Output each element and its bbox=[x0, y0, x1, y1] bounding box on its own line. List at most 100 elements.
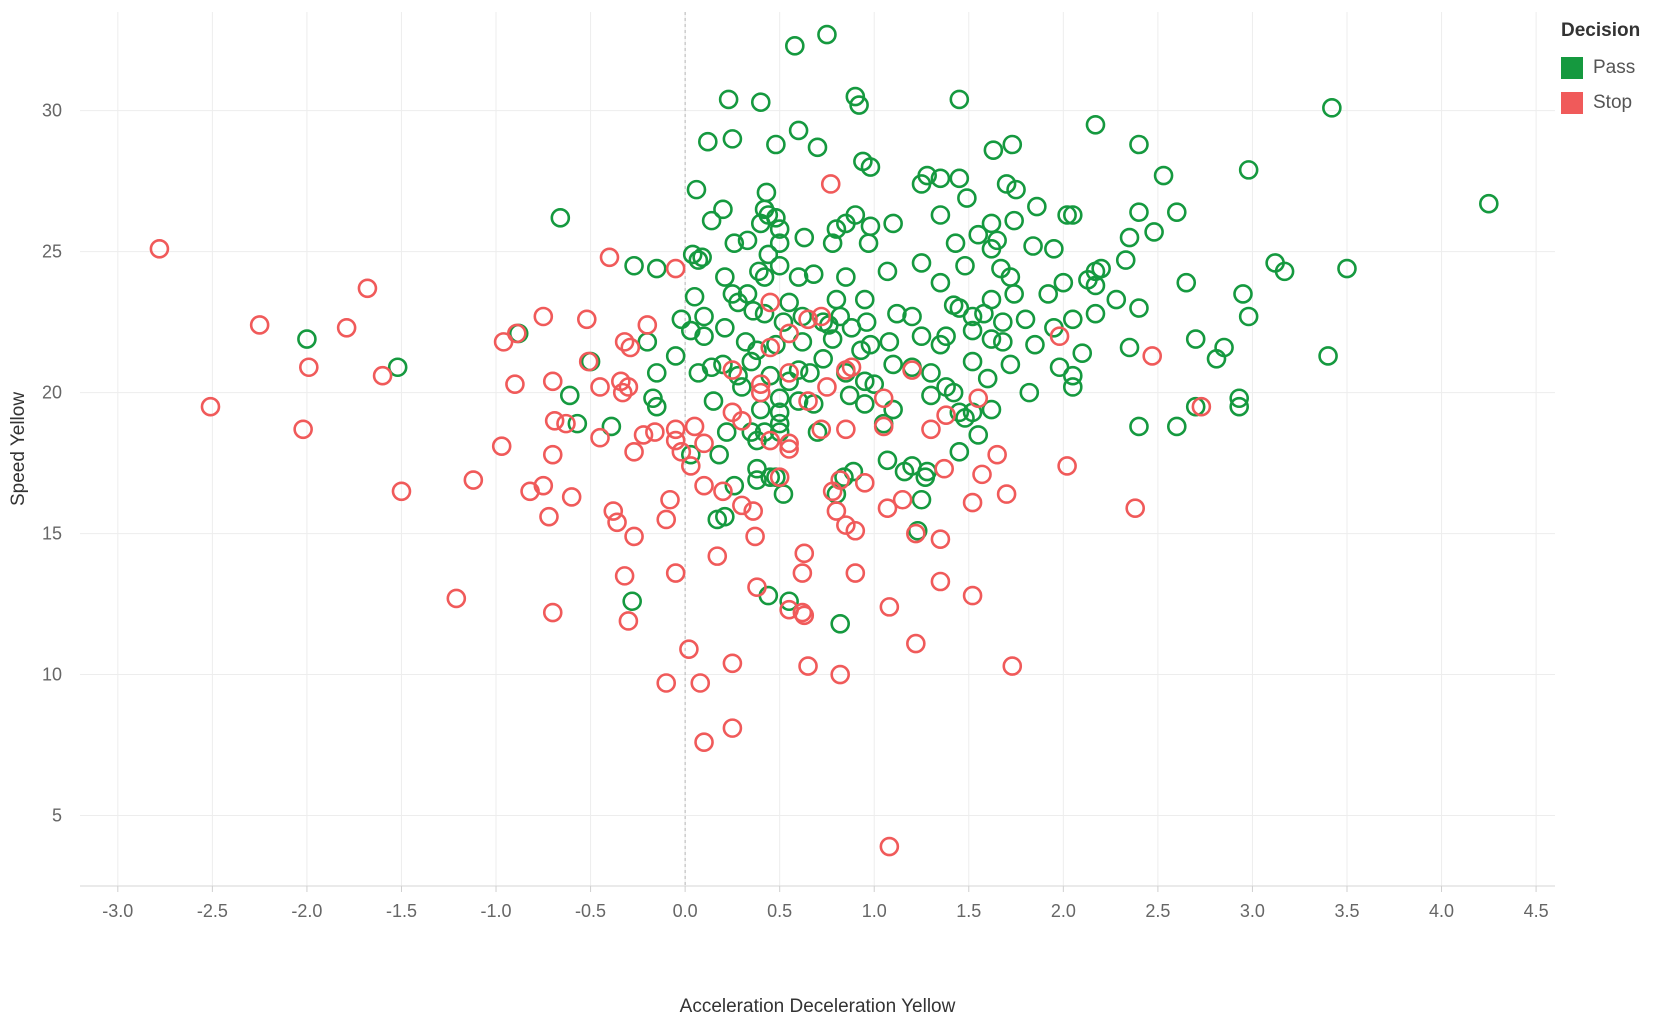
data-point-stop bbox=[830, 664, 850, 685]
data-point-stop bbox=[607, 512, 627, 533]
data-point-pass bbox=[785, 36, 805, 56]
data-point-pass bbox=[883, 354, 903, 375]
data-point-pass bbox=[981, 329, 1002, 349]
data-point-pass bbox=[716, 422, 737, 442]
data-point-pass bbox=[1015, 309, 1036, 330]
data-point-stop bbox=[1057, 456, 1077, 476]
data-point-stop bbox=[1191, 396, 1212, 417]
data-point-stop bbox=[590, 427, 610, 448]
data-point-pass bbox=[949, 168, 970, 189]
data-point-stop bbox=[722, 360, 743, 380]
data-point-pass bbox=[769, 402, 790, 423]
data-point-pass bbox=[807, 137, 828, 158]
y-tick-label: 30 bbox=[42, 101, 62, 121]
data-point-stop bbox=[533, 306, 554, 327]
data-point-stop bbox=[845, 563, 866, 583]
y-tick-label: 10 bbox=[42, 665, 62, 685]
data-point-stop bbox=[769, 467, 790, 487]
data-point-pass bbox=[1072, 343, 1093, 363]
data-point-pass bbox=[728, 365, 748, 386]
data-point-pass bbox=[983, 140, 1004, 160]
data-point-pass bbox=[993, 312, 1013, 332]
data-point-pass bbox=[1025, 334, 1045, 355]
data-point-pass bbox=[911, 253, 932, 273]
data-point-stop bbox=[293, 419, 313, 440]
data-point-stop bbox=[694, 475, 714, 496]
data-point-pass bbox=[703, 391, 724, 411]
data-point-pass bbox=[750, 213, 771, 234]
data-point-pass bbox=[1062, 377, 1083, 397]
data-point-stop bbox=[357, 278, 378, 299]
data-point-pass bbox=[849, 95, 869, 115]
legend-title: Decision bbox=[1561, 20, 1641, 41]
y-tick-label: 25 bbox=[42, 242, 62, 262]
data-point-stop bbox=[722, 718, 743, 738]
data-point-pass bbox=[955, 255, 975, 276]
data-point-pass bbox=[1129, 134, 1149, 155]
data-point-pass bbox=[949, 402, 970, 423]
data-point-pass bbox=[803, 264, 824, 285]
data-point-stop bbox=[578, 351, 599, 372]
data-point-stop bbox=[745, 526, 765, 547]
data-point-stop bbox=[660, 489, 680, 510]
data-point-stop bbox=[962, 492, 983, 513]
data-point-stop bbox=[750, 382, 771, 403]
data-point-pass bbox=[1119, 337, 1140, 358]
legend-item-stop[interactable]: Stop bbox=[1561, 85, 1651, 120]
data-point-pass bbox=[766, 134, 786, 155]
data-point-pass bbox=[968, 224, 989, 245]
data-point-stop bbox=[299, 357, 319, 378]
data-point-pass bbox=[756, 182, 777, 203]
data-point-pass bbox=[1062, 205, 1083, 225]
data-point-pass bbox=[1318, 346, 1338, 366]
data-point-pass bbox=[1206, 348, 1227, 369]
data-point-pass bbox=[646, 396, 667, 417]
data-point-pass bbox=[788, 267, 809, 287]
data-point-pass bbox=[754, 303, 775, 324]
data-point-pass bbox=[297, 329, 317, 349]
data-point-pass bbox=[747, 470, 767, 490]
data-point-stop bbox=[391, 481, 412, 502]
data-point-stop bbox=[873, 388, 894, 409]
data-point-pass bbox=[688, 250, 709, 270]
data-point-pass bbox=[957, 188, 977, 208]
x-tick-label: 2.5 bbox=[1145, 901, 1170, 921]
data-point-stop bbox=[879, 836, 900, 857]
data-point-pass bbox=[1153, 165, 1174, 186]
data-point-pass bbox=[839, 385, 860, 406]
data-point-stop bbox=[906, 633, 926, 654]
data-point-pass bbox=[921, 385, 941, 406]
data-point-stop bbox=[614, 332, 635, 352]
data-point-pass bbox=[974, 303, 994, 324]
data-point-pass bbox=[1233, 284, 1253, 304]
data-point-stop bbox=[902, 360, 922, 380]
data-point-stop bbox=[817, 377, 837, 397]
data-point-stop bbox=[892, 489, 913, 510]
data-point-pass bbox=[1238, 160, 1259, 180]
data-point-pass bbox=[993, 332, 1013, 352]
data-point-pass bbox=[902, 306, 922, 327]
data-point-stop bbox=[921, 419, 941, 440]
data-point-stop bbox=[811, 419, 832, 440]
data-point-pass bbox=[911, 174, 932, 194]
y-tick-label: 15 bbox=[42, 524, 62, 544]
data-point-pass bbox=[911, 326, 932, 347]
data-point-pass bbox=[769, 413, 790, 434]
data-point-pass bbox=[1062, 365, 1083, 386]
data-point-pass bbox=[845, 205, 866, 225]
data-point-pass bbox=[860, 216, 881, 237]
data-point-pass bbox=[1023, 236, 1043, 256]
data-point-pass bbox=[1274, 261, 1295, 282]
data-point-pass bbox=[1115, 250, 1136, 270]
data-point-stop bbox=[542, 444, 563, 465]
legend-item-pass[interactable]: Pass bbox=[1561, 50, 1651, 85]
data-point-stop bbox=[679, 639, 699, 659]
data-point-stop bbox=[599, 247, 620, 268]
data-point-pass bbox=[1479, 193, 1499, 214]
legend-label-pass: Pass bbox=[1593, 56, 1636, 78]
x-tick-label: 3.5 bbox=[1334, 901, 1359, 921]
y-axis-title: Speed Yellow bbox=[8, 392, 29, 506]
legend-swatch-pass bbox=[1561, 56, 1583, 79]
data-point-pass bbox=[701, 210, 722, 231]
data-point-pass bbox=[750, 399, 771, 420]
